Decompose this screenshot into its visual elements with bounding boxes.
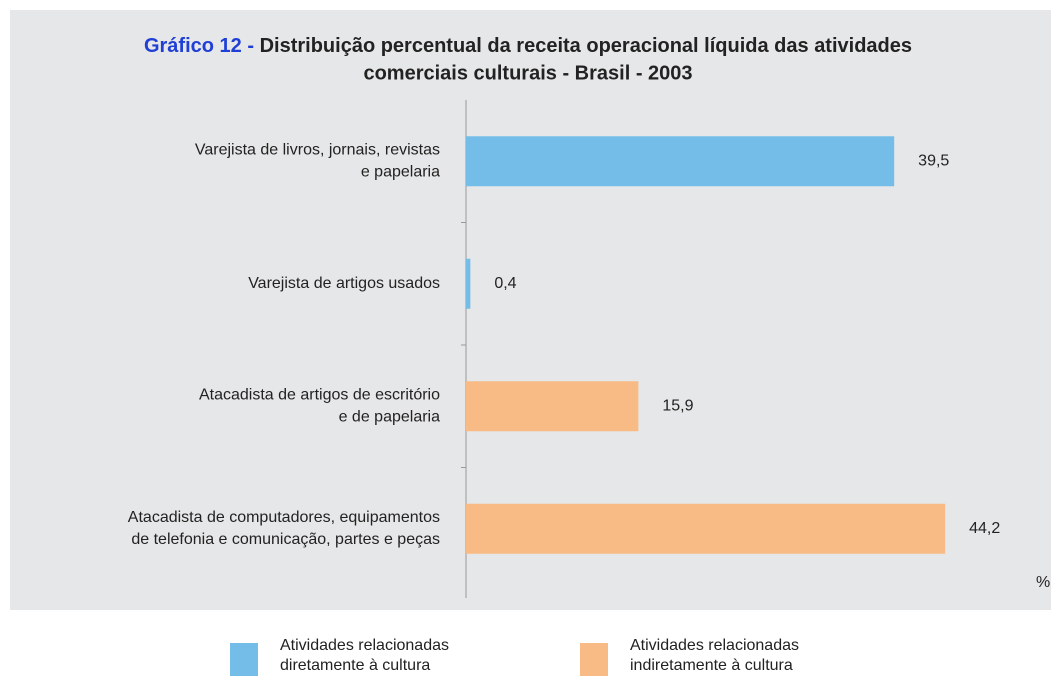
legend-swatch bbox=[580, 643, 608, 676]
bar bbox=[466, 136, 895, 187]
legend-item: Atividades relacionadas indiretamente à … bbox=[580, 636, 860, 676]
y-tick-label: e de papelaria bbox=[339, 408, 441, 425]
value-label: 44,2 bbox=[969, 520, 1000, 537]
y-tick-label: Varejista de artigos usados bbox=[248, 275, 440, 292]
value-label: 0,4 bbox=[494, 275, 516, 292]
chart-title: comerciais culturais - Brasil - 2003 bbox=[363, 62, 692, 84]
title-label: Gráfico 12 - bbox=[144, 35, 254, 57]
y-tick-label: Atacadista de computadores, equipamentos bbox=[128, 509, 440, 526]
value-label: 15,9 bbox=[662, 397, 693, 414]
y-tick-label: Atacadista de artigos de escritório bbox=[199, 386, 440, 403]
chart-title: Gráfico 12 - Distribuição percentual da … bbox=[144, 35, 912, 57]
legend-label: Atividades relacionadas indiretamente à … bbox=[630, 637, 799, 674]
bar bbox=[466, 381, 639, 432]
bar bbox=[466, 258, 471, 309]
title-line: Distribuição percentual da receita opera… bbox=[260, 35, 912, 57]
legend-item: Atividades relacionadas diretamente à cu… bbox=[230, 636, 510, 676]
value-label: 39,5 bbox=[918, 152, 949, 169]
bar bbox=[466, 503, 946, 554]
legend-label: Atividades relacionadas diretamente à cu… bbox=[280, 637, 449, 674]
y-tick-label: e papelaria bbox=[361, 163, 440, 180]
chart: Gráfico 12 - Distribuição percentual da … bbox=[10, 10, 1051, 610]
legend-swatch bbox=[230, 643, 258, 676]
y-tick-label: Varejista de livros, jornais, revistas bbox=[195, 141, 440, 158]
y-tick-label: de telefonia e comunicação, partes e peç… bbox=[131, 531, 440, 548]
x-axis-label: % bbox=[1036, 574, 1050, 591]
